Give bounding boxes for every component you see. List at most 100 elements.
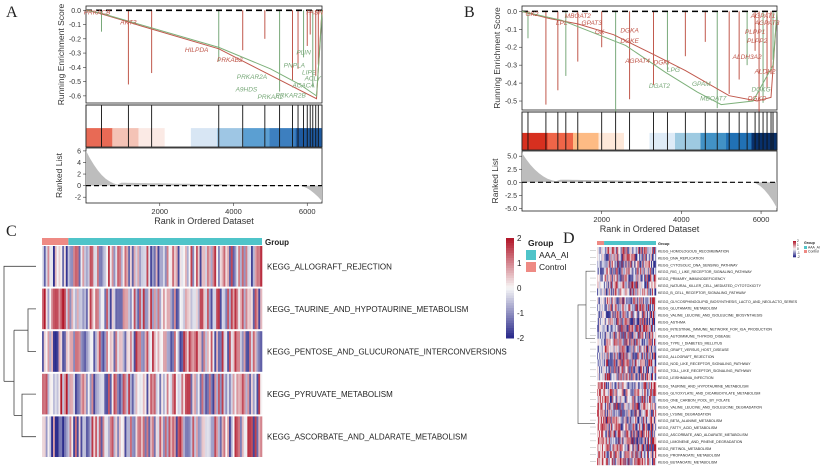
heatmap-cell bbox=[636, 359, 638, 367]
heatmap-cell bbox=[625, 423, 627, 431]
heatmap-cell bbox=[617, 373, 619, 381]
heatmap-cell bbox=[632, 267, 634, 275]
heatmap-cell bbox=[616, 318, 618, 326]
heatmap-cell bbox=[619, 267, 621, 275]
heatmap-cell bbox=[56, 288, 59, 330]
heatmap-cell bbox=[627, 253, 629, 261]
heatmap-cell bbox=[601, 395, 604, 404]
heatmap-cell bbox=[652, 359, 654, 367]
heatmap-cell bbox=[655, 366, 657, 374]
heatmap-cell bbox=[601, 324, 604, 333]
heatmap-cell bbox=[602, 366, 605, 374]
heatmap-cell bbox=[238, 331, 241, 372]
heatmap-cell bbox=[87, 331, 90, 372]
heatmap-cell bbox=[600, 318, 603, 326]
heatmap-cell bbox=[601, 318, 604, 326]
heatmap-cell bbox=[137, 373, 140, 415]
gene-label: LPG bbox=[667, 67, 680, 74]
heatmap-cell bbox=[148, 331, 151, 372]
heatmap-cell bbox=[627, 402, 629, 410]
heatmap-cell bbox=[636, 253, 638, 261]
heatmap-cell bbox=[599, 458, 602, 466]
heatmap-cell bbox=[175, 373, 178, 415]
heatmap-cell bbox=[137, 416, 140, 457]
heatmap-cell bbox=[641, 402, 643, 410]
heatmap-cell bbox=[629, 409, 631, 417]
heatmap-cell bbox=[602, 458, 605, 466]
heatmap-cell bbox=[645, 324, 647, 333]
heatmap-cell bbox=[608, 416, 610, 424]
heatmap-cell bbox=[623, 318, 625, 326]
heatmap-cell bbox=[631, 373, 633, 381]
heatmap-cell bbox=[633, 331, 635, 339]
heatmap-cell bbox=[630, 345, 632, 353]
heatmap-cell bbox=[614, 373, 616, 381]
heatmap-cell bbox=[615, 345, 617, 353]
heatmap-cell bbox=[641, 451, 643, 459]
heatmap-cell bbox=[624, 297, 626, 305]
heatmap-cell bbox=[654, 409, 656, 417]
colorbar-segment bbox=[793, 252, 796, 254]
heatmap-cell bbox=[638, 395, 640, 404]
heatmap-cell bbox=[51, 331, 54, 372]
heatmap-cell bbox=[636, 324, 638, 333]
heatmap-cell bbox=[612, 430, 614, 438]
heatmap-cell bbox=[629, 366, 631, 374]
heatmap-cell bbox=[637, 416, 639, 424]
heatmap-cell bbox=[609, 324, 611, 333]
heatmap-cell bbox=[86, 416, 89, 457]
heatmap-cell bbox=[600, 304, 603, 312]
heatmap-cell bbox=[650, 430, 652, 438]
heatmap-cell bbox=[611, 444, 613, 452]
heatmap-cell bbox=[636, 338, 638, 346]
heatmap-cell bbox=[252, 416, 255, 457]
heatmap-cell bbox=[644, 345, 646, 353]
heatmap-cell bbox=[651, 281, 653, 289]
heatmap-cell bbox=[133, 246, 136, 287]
heatmap-cell bbox=[612, 437, 614, 445]
heatmap-cell bbox=[611, 297, 613, 305]
heatmap-cell bbox=[646, 402, 648, 410]
heatmap-cell bbox=[135, 373, 138, 415]
heatmap-cell bbox=[629, 311, 631, 319]
heatmap-cell bbox=[601, 352, 604, 360]
heatmap-cell bbox=[598, 304, 601, 312]
heatmap-cell bbox=[628, 304, 630, 312]
heatmap-cell bbox=[627, 288, 629, 296]
heatmap-cell bbox=[65, 288, 68, 330]
heatmap-cell bbox=[609, 395, 611, 404]
heatmap-cell bbox=[608, 247, 610, 255]
heatmap-cell bbox=[243, 288, 246, 330]
heatmap-cell bbox=[643, 247, 645, 255]
heatmap-cell bbox=[602, 324, 605, 333]
heatmap-cell bbox=[223, 373, 226, 415]
heatmap-cell bbox=[650, 373, 652, 381]
heatmap-cell bbox=[626, 366, 628, 374]
heatmap-cell bbox=[597, 389, 599, 397]
heatmap-cell bbox=[607, 423, 609, 431]
heatmap-cell bbox=[630, 444, 632, 452]
heatmap-cell bbox=[617, 288, 619, 296]
heatmap-cell bbox=[608, 402, 610, 410]
heatmap-cell bbox=[64, 246, 67, 287]
heatmap-cell bbox=[621, 288, 623, 296]
heatmap-cell bbox=[610, 451, 612, 459]
heatmap-cell bbox=[642, 409, 644, 417]
heatmap-cell bbox=[113, 373, 116, 415]
heatmap-cell bbox=[607, 395, 609, 404]
heatmap-cell bbox=[45, 246, 48, 287]
heatmap-cell bbox=[646, 281, 648, 289]
heatmap-cell bbox=[609, 274, 611, 282]
heatmap-cell bbox=[616, 382, 618, 390]
heatmap-cell bbox=[634, 409, 636, 417]
heatmap-cell bbox=[633, 281, 635, 289]
heatmap-cell bbox=[71, 288, 74, 330]
heatmap-cell bbox=[230, 288, 233, 330]
es-curve-up bbox=[521, 10, 778, 102]
heatmap-cell bbox=[636, 430, 638, 438]
gene-label: PRKAB2 bbox=[217, 57, 243, 64]
heatmap-cell bbox=[629, 345, 631, 353]
heatmap-cell bbox=[256, 288, 259, 330]
heatmap-cell bbox=[647, 402, 649, 410]
heatmap-cell bbox=[628, 267, 630, 275]
